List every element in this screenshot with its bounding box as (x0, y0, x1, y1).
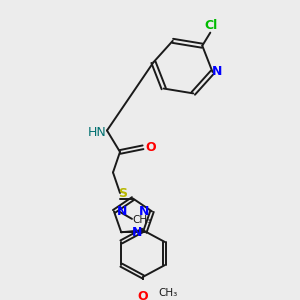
Text: CH₃: CH₃ (132, 215, 152, 225)
Text: Cl: Cl (205, 19, 218, 32)
Text: CH₃: CH₃ (158, 288, 178, 298)
Text: N: N (117, 205, 127, 218)
Text: O: O (146, 141, 156, 154)
Text: S: S (118, 188, 127, 200)
Text: N: N (139, 205, 149, 218)
Text: O: O (138, 290, 148, 300)
Text: N: N (132, 226, 142, 239)
Text: N: N (212, 65, 223, 79)
Text: HN: HN (88, 126, 106, 139)
